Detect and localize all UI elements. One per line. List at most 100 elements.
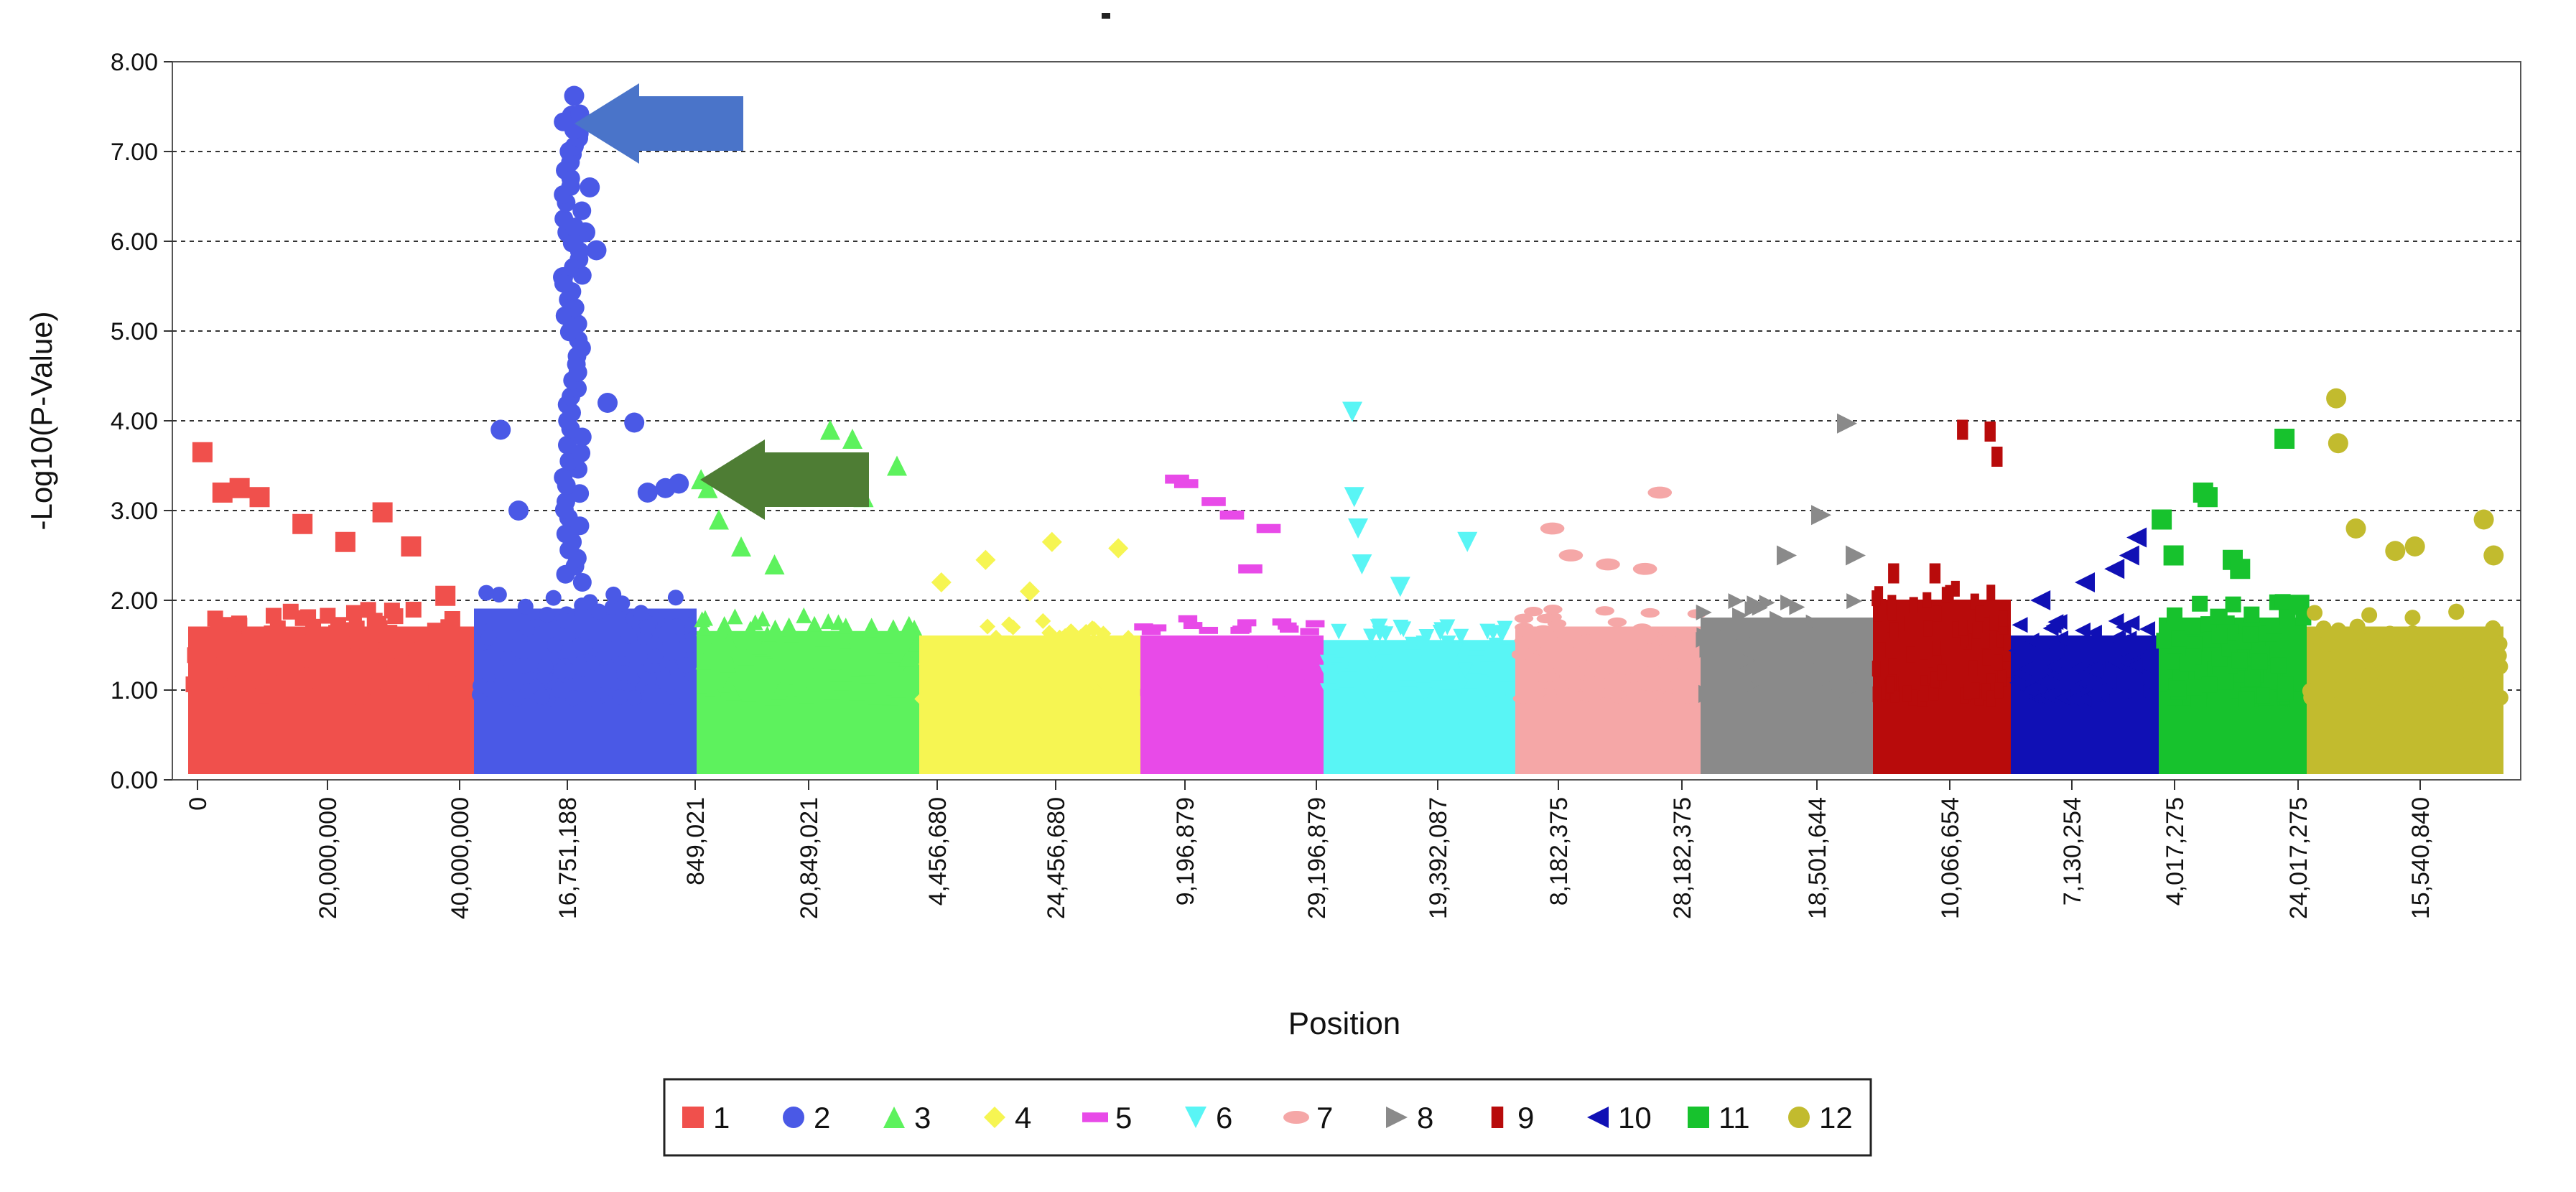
series-12-point [2313,637,2330,653]
series-6-point [1439,619,1456,635]
legend-label: 7 [1316,1101,1333,1135]
series-2-point [554,112,573,131]
series-10-point [2030,590,2051,610]
series-5-point [1196,689,1215,697]
y-tick-label: 8.00 [111,49,158,76]
series-3-point [767,619,784,635]
y-tick-label: 0.00 [111,767,158,794]
series-12-point [2475,674,2492,691]
series-8-point [1823,678,1839,694]
series-6-point [1348,518,1369,539]
series-2-point [534,689,550,705]
x-tick-label: 15,540,840 [2407,797,2435,919]
series-1-point [407,676,424,693]
series-9-point [1888,658,1897,675]
series-2-point [556,524,575,544]
series-12-point [2398,680,2414,697]
series-4-point [975,549,996,570]
series-5-point [1183,622,1203,629]
legend-label: 11 [1719,1101,1750,1135]
x-tick-label: 29,196,879 [1303,797,1331,919]
series-9-point [1919,659,1928,676]
series-8 [1696,413,1873,774]
series-2-point [643,684,660,700]
series-4-point [1107,682,1124,699]
series-9-point [1958,620,1968,636]
series-9-point [1922,592,1932,608]
series-2-point [575,661,591,677]
series-7-point [1647,486,1673,499]
series-8-point [1845,623,1861,639]
series-3-point [824,684,840,700]
series-4-point [1108,538,1129,559]
series-2-point [616,665,633,681]
series-6-point [1497,620,1513,637]
series-5-point [1212,676,1232,684]
series-7-point [1579,634,1599,644]
series-6-point [1440,689,1456,706]
series-11-point [2179,656,2195,672]
series-10-point [2035,674,2051,690]
series-12-point [2322,651,2339,668]
x-tick-label: 20,000,000 [315,797,342,919]
series-1-point [192,442,213,462]
series-7-point [1595,606,1614,616]
series-5-point [1177,693,1197,701]
series-4-point [1053,683,1069,699]
series-7-point [1607,617,1627,628]
series-2-point [490,419,511,440]
series-5-point [1182,658,1201,666]
series-1-point [265,607,282,624]
series-9-point [1871,590,1881,607]
x-tick-label: 4,017,275 [2162,797,2189,905]
series-9-point [1906,646,1915,663]
series-3-point [725,684,742,701]
series-3-point [835,633,852,649]
series-2-point [553,663,569,679]
series-5-point [1294,645,1314,653]
series-5-point [1238,564,1263,574]
series-8-point [1811,505,1831,526]
series-5-point [1199,626,1219,634]
series-6-point [1477,681,1494,697]
series-3-point [796,607,812,623]
series-11 [2152,429,2312,774]
series-2-point [564,85,585,106]
series-4-point [1028,671,1045,688]
series-4-point [1021,647,1038,663]
series-12-point [2473,509,2494,530]
series-4-point [1095,642,1112,658]
series-9-point [1952,621,1961,638]
series-10-point [2073,668,2089,684]
series-5-point [1245,653,1265,661]
series-1-point [259,687,275,704]
series-11-point [2201,676,2218,693]
series-1-point [455,640,471,656]
series-3-point [898,651,915,667]
series-3-point [709,509,729,530]
series-8-point [1738,633,1754,649]
series-3-point [695,653,712,670]
series-6-point [1377,626,1394,643]
series-10-point [2048,641,2065,657]
series-4-point [946,637,962,653]
series-9-point [1871,661,1881,677]
series-3-point [805,668,822,684]
series-4-point [1087,657,1104,674]
series-5-point [1169,679,1189,686]
series-1-point [372,502,393,523]
series-3-point [751,638,768,655]
series-1-point [231,615,247,632]
series-12-point [2409,679,2426,696]
series-4-point [952,658,969,675]
series-2-point [478,585,495,601]
series-2-point [572,573,592,592]
series-7-point [1681,688,1701,698]
series-8-point [1714,686,1730,702]
series-1-point [310,628,326,644]
series-10-point [2018,661,2035,677]
series-2-point [677,657,694,674]
series-2-point [597,647,613,663]
series-7-point [1572,691,1591,701]
series-8-point [1708,643,1724,660]
